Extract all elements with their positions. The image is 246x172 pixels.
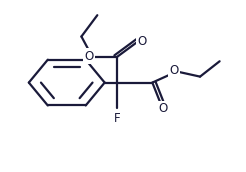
Text: O: O [84,50,93,63]
Text: O: O [158,102,167,115]
Text: F: F [114,112,120,125]
Text: O: O [170,64,179,77]
Text: O: O [138,35,147,48]
